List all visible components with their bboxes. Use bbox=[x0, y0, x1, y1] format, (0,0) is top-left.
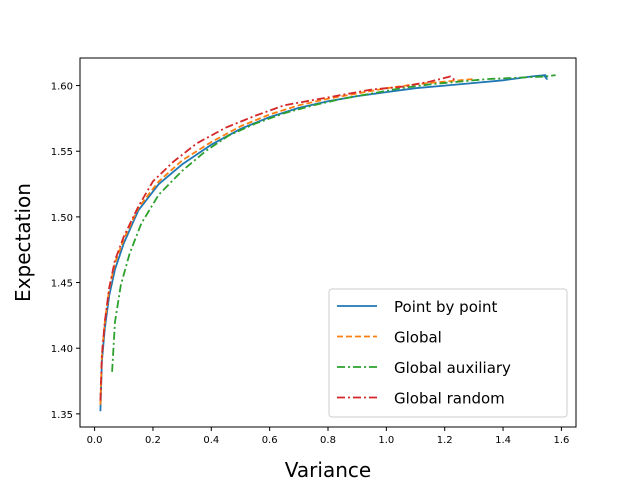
y-tick-label: 1.60 bbox=[51, 82, 73, 93]
y-axis-ticks: 1.35 1.40 1.45 1.50 1.55 1.60 bbox=[51, 82, 80, 421]
x-tick-label: 1.0 bbox=[378, 435, 394, 446]
y-axis-label: Expectation bbox=[11, 183, 35, 302]
series-line-3 bbox=[99, 75, 457, 401]
legend-label: Point by point bbox=[394, 298, 498, 316]
legend-label: Global bbox=[394, 329, 442, 347]
x-tick-label: 1.6 bbox=[553, 435, 569, 446]
y-tick-label: 1.45 bbox=[51, 279, 73, 290]
series-line-2 bbox=[111, 74, 556, 372]
x-tick-label: 0.8 bbox=[320, 435, 336, 446]
series-lines bbox=[99, 74, 556, 412]
legend: Point by point Global Global auxiliary Glob… bbox=[328, 288, 568, 418]
legend-label: Global auxiliary bbox=[394, 359, 511, 377]
x-tick-label: 0.4 bbox=[203, 435, 219, 446]
legend-label: Global random bbox=[394, 390, 505, 408]
y-tick-label: 1.35 bbox=[51, 410, 73, 421]
x-tick-label: 1.2 bbox=[437, 435, 453, 446]
x-tick-label: 0.2 bbox=[145, 435, 161, 446]
x-axis-ticks: 0.0 0.2 0.4 0.6 0.8 1.0 1.2 1.4 1.6 bbox=[87, 427, 569, 446]
x-axis-label: Variance bbox=[285, 458, 371, 480]
legend-box bbox=[328, 288, 568, 418]
y-tick-label: 1.40 bbox=[51, 344, 73, 355]
x-tick-label: 0.0 bbox=[87, 435, 103, 446]
x-tick-label: 0.6 bbox=[262, 435, 278, 446]
y-tick-label: 1.50 bbox=[51, 213, 73, 224]
x-tick-label: 1.4 bbox=[495, 435, 511, 446]
y-tick-label: 1.55 bbox=[51, 147, 73, 158]
